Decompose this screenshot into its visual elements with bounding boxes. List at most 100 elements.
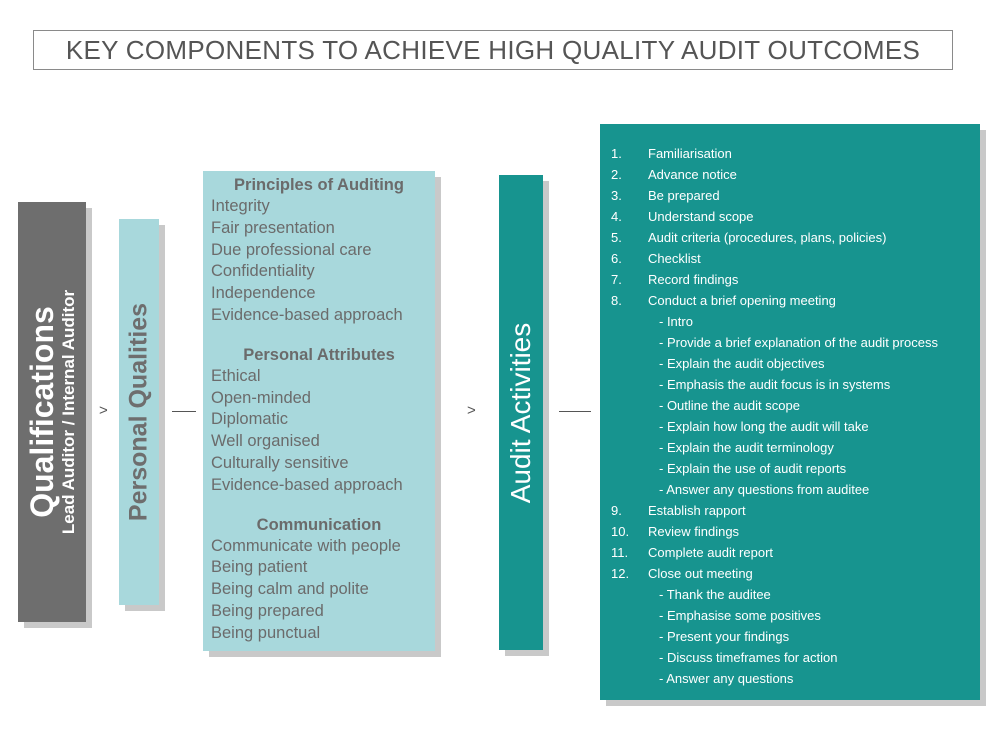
activity-item: 11. Complete audit report bbox=[611, 542, 980, 563]
activity-subitem: - Discuss timeframes for action bbox=[611, 647, 980, 668]
activity-number: 4. bbox=[611, 209, 622, 224]
attribute-item: Integrity bbox=[211, 197, 270, 215]
activity-item: 6. Checklist bbox=[611, 248, 980, 269]
activity-subitem-text: - Present your findings bbox=[659, 629, 790, 644]
qualifications-box: Qualifications Lead Auditor / Internal A… bbox=[18, 202, 86, 622]
activity-subitem: - Thank the auditee bbox=[611, 584, 980, 605]
attribute-item: Being prepared bbox=[211, 601, 324, 620]
activity-subitem: - Explain the audit terminology bbox=[611, 437, 980, 458]
personal-qualities-title: Personal Qualities bbox=[124, 302, 153, 522]
activity-subitem: - Answer any questions from auditee bbox=[611, 479, 980, 500]
activity-subitem-text: - Emphasis the audit focus is in systems bbox=[659, 377, 891, 392]
activity-item: 4. Understand scope bbox=[611, 206, 980, 227]
connector-arrow-1: > bbox=[99, 402, 108, 419]
attributes-box: Principles of Auditing Integrity Fair pres… bbox=[203, 171, 435, 651]
activity-subitem: - Answer any questions bbox=[611, 668, 980, 689]
section-heading: Personal Attributes bbox=[243, 345, 395, 364]
activity-number: 10. bbox=[611, 524, 630, 539]
activity-text: Understand scope bbox=[648, 209, 754, 224]
activity-subitem-text: - Explain the audit terminology bbox=[659, 440, 834, 455]
activity-text: Audit criteria (procedures, plans, polic… bbox=[648, 230, 887, 245]
activity-subitem: - Explain the audit objectives bbox=[611, 353, 980, 374]
activity-list-box: 1. Familiarisation 2. Advance notice 3. Be pr… bbox=[600, 124, 980, 700]
activity-subitem-text: - Answer any questions bbox=[659, 671, 794, 686]
attribute-item: Evidence-based approach bbox=[211, 475, 403, 494]
activity-text: Complete audit report bbox=[648, 545, 774, 560]
attribute-item: Well organised bbox=[211, 432, 320, 451]
qualifications-subtitle: Lead Auditor / Internal Auditor bbox=[59, 289, 78, 535]
attribute-section: Communication Communicate with people Bein… bbox=[211, 515, 435, 645]
activity-subitem: - Present your findings bbox=[611, 626, 980, 647]
attribute-item: Culturally sensitive bbox=[211, 453, 349, 472]
attribute-item: Communicate with people bbox=[211, 536, 401, 555]
activity-text: Record findings bbox=[648, 272, 739, 287]
activity-subitem-text: - Explain how long the audit will take bbox=[659, 419, 869, 434]
activity-number: 9. bbox=[611, 503, 622, 518]
activity-item: 1. Familiarisation bbox=[611, 143, 980, 164]
activity-subitem: - Intro bbox=[611, 311, 980, 332]
activity-item: 12. Close out meeting bbox=[611, 563, 980, 584]
attribute-item: Fair presentation bbox=[211, 218, 335, 237]
activity-subitem-text: - Intro bbox=[659, 314, 693, 329]
activity-item: 7. Record findings bbox=[611, 269, 980, 290]
activity-subitem-text: - Provide a brief explanation of the aud… bbox=[659, 335, 938, 350]
activity-text: Review findings bbox=[648, 524, 740, 539]
activity-number: 1. bbox=[611, 146, 622, 161]
activity-number: 8. bbox=[611, 293, 622, 308]
section-heading: Communication bbox=[256, 515, 382, 534]
activity-subitem-text: - Answer any questions from auditee bbox=[659, 482, 870, 497]
attribute-item: Being punctual bbox=[211, 623, 321, 642]
activity-list: 1. Familiarisation 2. Advance notice 3. Be pr… bbox=[611, 143, 980, 689]
activity-item: 8. Conduct a brief opening meeting bbox=[611, 290, 980, 311]
attribute-item: Independence bbox=[211, 284, 316, 303]
attribute-item: Confidentiality bbox=[211, 262, 315, 281]
activity-number: 5. bbox=[611, 230, 622, 245]
connector-line-1 bbox=[172, 411, 196, 412]
attribute-item: Diplomatic bbox=[211, 410, 289, 429]
activity-text: Conduct a brief opening meeting bbox=[648, 293, 836, 308]
activity-subitem: - Explain the use of audit reports bbox=[611, 458, 980, 479]
activity-number: 2. bbox=[611, 167, 622, 182]
activity-subitem: - Emphasise some positives bbox=[611, 605, 980, 626]
activity-item: 3. Be prepared bbox=[611, 185, 980, 206]
attribute-item: Being patient bbox=[211, 558, 308, 577]
activity-item: 10. Review findings bbox=[611, 521, 980, 542]
activity-subitem-text: - Outline the audit scope bbox=[659, 398, 800, 413]
activity-subitem: - Outline the audit scope bbox=[611, 395, 980, 416]
section-heading: Principles of Auditing bbox=[234, 176, 404, 194]
activity-text: Establish rapport bbox=[648, 503, 746, 518]
activity-text: Be prepared bbox=[648, 188, 720, 203]
connector-line-2 bbox=[559, 411, 591, 412]
qualifications-label-group: Qualifications Lead Auditor / Internal A… bbox=[24, 289, 79, 535]
activity-subitem-text: - Discuss timeframes for action bbox=[659, 650, 838, 665]
activity-number: 12. bbox=[611, 566, 630, 581]
attribute-section: Personal Attributes Ethical Open-minded Dip… bbox=[211, 345, 435, 497]
activity-subitem-text: - Thank the auditee bbox=[659, 587, 771, 602]
qualifications-title: Qualifications bbox=[24, 306, 60, 518]
attribute-item: Due professional care bbox=[211, 240, 372, 259]
audit-activities-box: Audit Activities bbox=[499, 175, 543, 650]
activity-subitem-text: - Explain the audit objectives bbox=[659, 356, 825, 371]
activity-subitem-text: - Emphasise some positives bbox=[659, 608, 821, 623]
personal-qualities-box: Personal Qualities bbox=[119, 219, 159, 605]
activity-number: 7. bbox=[611, 272, 622, 287]
activity-subitem: - Emphasis the audit focus is in systems bbox=[611, 374, 980, 395]
connector-arrow-2: > bbox=[467, 402, 476, 419]
attribute-section: Principles of Auditing Integrity Fair pres… bbox=[211, 175, 435, 327]
activity-item: 5. Audit criteria (procedures, plans, pol… bbox=[611, 227, 980, 248]
attribute-item: Open-minded bbox=[211, 388, 311, 407]
audit-activities-title: Audit Activities bbox=[505, 322, 536, 503]
activity-item: 9. Establish rapport bbox=[611, 500, 980, 521]
activity-text: Familiarisation bbox=[648, 146, 732, 161]
activity-subitem-text: - Explain the use of audit reports bbox=[659, 461, 847, 476]
activity-text: Close out meeting bbox=[648, 566, 753, 581]
attribute-item: Ethical bbox=[211, 366, 261, 385]
activity-subitem: - Provide a brief explanation of the aud… bbox=[611, 332, 980, 353]
activity-item: 2. Advance notice bbox=[611, 164, 980, 185]
attribute-item: Evidence-based approach bbox=[211, 305, 403, 324]
attributes-sections: Principles of Auditing Integrity Fair pres… bbox=[211, 175, 435, 645]
activity-text: Advance notice bbox=[648, 167, 737, 182]
activity-text: Checklist bbox=[648, 251, 701, 266]
page-title: KEY COMPONENTS TO ACHIEVE HIGH QUALITY A… bbox=[33, 30, 953, 70]
activity-number: 11. bbox=[611, 545, 629, 560]
